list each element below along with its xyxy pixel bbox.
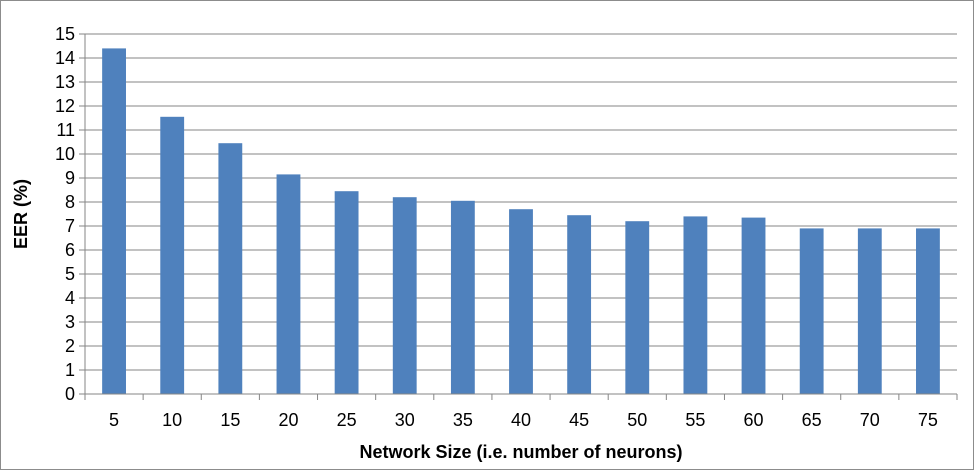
bar-35 bbox=[450, 200, 475, 394]
y-tick-label: 5 bbox=[65, 264, 75, 284]
bar-50 bbox=[625, 221, 650, 394]
bar-40 bbox=[509, 209, 533, 394]
bars bbox=[102, 48, 940, 395]
bar-15 bbox=[218, 143, 243, 394]
y-tick-label: 10 bbox=[55, 144, 75, 164]
bar-45 bbox=[567, 215, 592, 394]
y-tick-label: 0 bbox=[65, 384, 75, 404]
y-tick-label: 2 bbox=[65, 336, 75, 356]
y-tick-label: 8 bbox=[65, 192, 75, 212]
y-tick-label: 6 bbox=[65, 240, 75, 260]
x-tick-label: 5 bbox=[109, 410, 119, 430]
y-tick-label: 14 bbox=[55, 48, 75, 68]
y-tick-label: 12 bbox=[55, 96, 75, 116]
x-axis-title: Network Size (i.e. number of neurons) bbox=[359, 442, 682, 462]
y-tick-label: 13 bbox=[55, 72, 75, 92]
bar-60 bbox=[741, 217, 766, 394]
x-tick-label: 25 bbox=[337, 410, 357, 430]
bar-5 bbox=[102, 48, 126, 395]
y-tick-label: 3 bbox=[65, 312, 75, 332]
bar-25 bbox=[334, 191, 359, 394]
x-tick-label: 60 bbox=[744, 410, 764, 430]
y-tick-label: 9 bbox=[65, 168, 75, 188]
x-tick-label: 45 bbox=[569, 410, 589, 430]
y-tick-label: 4 bbox=[65, 288, 75, 308]
bar-55 bbox=[683, 216, 708, 394]
axes bbox=[79, 33, 958, 400]
bar-75 bbox=[916, 228, 940, 394]
x-tick-label: 55 bbox=[685, 410, 705, 430]
x-tick-label: 30 bbox=[395, 410, 415, 430]
bar-30 bbox=[392, 197, 417, 394]
x-tick-label: 20 bbox=[278, 410, 298, 430]
bar-70 bbox=[857, 228, 882, 394]
y-tick-label: 7 bbox=[65, 216, 75, 236]
y-tick-label: 11 bbox=[56, 120, 75, 140]
x-tick-label: 10 bbox=[162, 410, 182, 430]
y-tick-label: 15 bbox=[55, 24, 75, 44]
x-tick-label: 40 bbox=[511, 410, 531, 430]
bar-10 bbox=[160, 116, 185, 395]
x-tick-label: 35 bbox=[453, 410, 473, 430]
x-tick-label: 65 bbox=[802, 410, 822, 430]
x-tick-label: 70 bbox=[860, 410, 880, 430]
y-tick-label: 1 bbox=[65, 360, 75, 380]
x-tick-label: 75 bbox=[918, 410, 938, 430]
x-tick-label: 50 bbox=[627, 410, 647, 430]
x-tick-label: 15 bbox=[220, 410, 240, 430]
y-axis-title: EER (%) bbox=[11, 179, 31, 249]
bar-20 bbox=[276, 174, 301, 394]
bar-65 bbox=[799, 228, 824, 394]
